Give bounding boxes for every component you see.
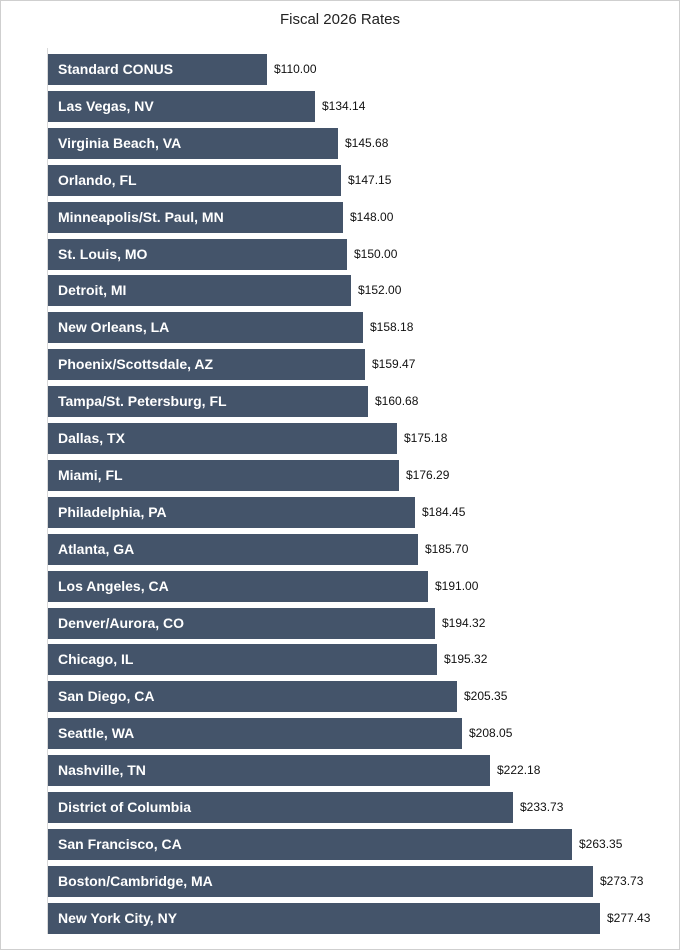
bar <box>48 349 365 380</box>
category-axis-line <box>47 48 48 934</box>
bar <box>48 718 462 749</box>
bar <box>48 165 341 196</box>
value-label: $159.47 <box>372 357 416 371</box>
value-label: $233.73 <box>520 800 564 814</box>
value-label: $158.18 <box>370 320 414 334</box>
bar <box>48 91 315 122</box>
bar <box>48 128 338 159</box>
category-label: Las Vegas, NV <box>58 98 154 114</box>
category-label: Virginia Beach, VA <box>58 135 182 151</box>
bar <box>48 460 399 491</box>
value-label: $134.14 <box>322 99 366 113</box>
category-label: St. Louis, MO <box>58 246 148 262</box>
value-label: $277.43 <box>607 911 651 925</box>
bar <box>48 644 437 675</box>
category-label: Orlando, FL <box>58 172 137 188</box>
bar <box>48 275 351 306</box>
bar <box>48 497 415 528</box>
category-label: New Orleans, LA <box>58 319 170 335</box>
bar <box>48 829 572 860</box>
value-label: $195.32 <box>444 652 488 666</box>
category-label: Los Angeles, CA <box>58 578 169 594</box>
value-label: $176.29 <box>406 468 450 482</box>
category-label: Seattle, WA <box>58 725 135 741</box>
value-label: $208.05 <box>469 726 513 740</box>
bar <box>48 792 513 823</box>
category-label: New York City, NY <box>58 910 178 926</box>
bar <box>48 571 428 602</box>
value-label: $205.35 <box>464 689 508 703</box>
bar <box>48 386 368 417</box>
category-label: Phoenix/Scottsdale, AZ <box>58 356 214 372</box>
category-label: Dallas, TX <box>58 430 125 446</box>
value-label: $222.18 <box>497 763 541 777</box>
value-label: $194.32 <box>442 616 486 630</box>
category-label: Tampa/St. Petersburg, FL <box>58 393 227 409</box>
value-label: $273.73 <box>600 874 644 888</box>
category-label: Nashville, TN <box>58 762 146 778</box>
category-label: Philadelphia, PA <box>58 504 167 520</box>
bar <box>48 755 490 786</box>
bar <box>48 202 343 233</box>
value-label: $191.00 <box>435 579 479 593</box>
chart-title: Fiscal 2026 Rates <box>279 11 401 28</box>
bar <box>48 423 397 454</box>
value-label: $148.00 <box>350 210 394 224</box>
bar <box>48 681 457 712</box>
category-label: San Diego, CA <box>58 688 155 704</box>
bar <box>48 54 267 85</box>
bar <box>48 903 600 934</box>
category-label: Minneapolis/St. Paul, MN <box>58 209 224 225</box>
value-label: $263.35 <box>579 837 623 851</box>
category-label: Denver/Aurora, CO <box>58 615 185 631</box>
value-label: $110.00 <box>274 62 317 76</box>
value-label: $160.68 <box>375 394 419 408</box>
bar <box>48 866 593 897</box>
category-label: Detroit, MI <box>58 282 127 298</box>
bar <box>48 239 347 270</box>
category-label: Boston/Cambridge, MA <box>58 873 213 889</box>
bar <box>48 608 435 639</box>
value-label: $150.00 <box>354 247 398 261</box>
category-label: Miami, FL <box>58 467 123 483</box>
bar <box>48 312 363 343</box>
category-label: Atlanta, GA <box>58 541 135 557</box>
value-label: $152.00 <box>358 283 402 297</box>
category-label: District of Columbia <box>58 799 192 815</box>
value-label: $184.45 <box>422 505 466 519</box>
value-label: $185.70 <box>425 542 469 556</box>
value-label: $145.68 <box>345 136 389 150</box>
bar <box>48 534 418 565</box>
value-label: $175.18 <box>404 431 448 445</box>
value-label: $147.15 <box>348 173 392 187</box>
category-label: Standard CONUS <box>58 61 174 77</box>
category-label: Chicago, IL <box>58 651 134 667</box>
category-label: San Francisco, CA <box>58 836 182 852</box>
